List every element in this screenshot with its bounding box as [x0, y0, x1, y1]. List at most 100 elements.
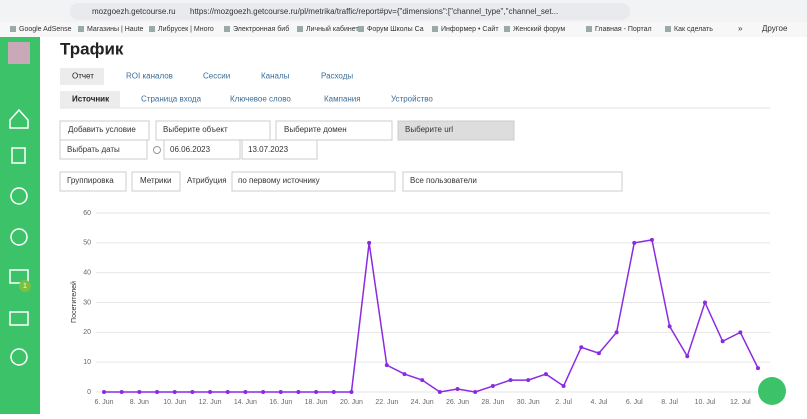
data-point — [190, 390, 195, 394]
data-point — [402, 372, 407, 377]
subtab[interactable]: Источник — [72, 95, 110, 104]
subtab[interactable]: Страница входа — [141, 95, 202, 104]
tab[interactable]: Отчет — [72, 72, 94, 81]
badge-count: 1 — [23, 283, 27, 290]
bookmark-icon — [297, 26, 303, 32]
bookmark-icon — [358, 26, 364, 32]
chat-button[interactable] — [758, 377, 786, 405]
data-point — [331, 390, 336, 394]
date-from[interactable] — [163, 139, 241, 160]
mail-icon[interactable] — [9, 269, 29, 284]
bookmark-icon — [504, 26, 510, 32]
series-line — [104, 238, 759, 393]
date-to[interactable] — [241, 139, 318, 160]
bookmark[interactable]: Электронная биб — [233, 25, 289, 33]
check-icon[interactable] — [10, 228, 28, 246]
data-point — [102, 390, 106, 394]
x-tick-label: 2. Jul — [555, 399, 572, 406]
bookmark[interactable]: Либрусек | Много — [158, 25, 214, 33]
y-tick-label: 40 — [83, 270, 91, 277]
url-select[interactable] — [397, 120, 515, 141]
x-tick-label: 6. Jul — [626, 399, 643, 406]
data-point — [296, 390, 301, 394]
data-point — [137, 390, 142, 394]
tab[interactable]: Сессии — [203, 72, 230, 81]
clock-icon — [153, 146, 161, 154]
data-point — [473, 390, 478, 394]
x-tick-label: 26. Jun — [446, 399, 469, 406]
metrics-text: Метрики — [140, 176, 172, 185]
data-point — [225, 390, 230, 394]
subtab[interactable]: Кампания — [324, 95, 361, 104]
data-point — [720, 339, 725, 344]
x-tick-label: 8. Jun — [130, 399, 149, 406]
x-tick-label: 6. Jun — [94, 399, 113, 406]
bookmark[interactable]: Женский форум — [513, 25, 565, 33]
sidebar — [0, 37, 40, 414]
x-tick-label: 16. Jun — [269, 399, 292, 406]
x-tick-label: 18. Jun — [305, 399, 328, 406]
x-tick-label: 10. Jun — [163, 399, 186, 406]
y-axis-label: Посетителей — [70, 281, 78, 323]
users-select[interactable] — [402, 171, 623, 192]
data-point — [437, 390, 442, 394]
x-tick-label: 28. Jun — [481, 399, 504, 406]
subtab-active — [60, 91, 120, 108]
tab[interactable]: Расходы — [321, 72, 353, 81]
attribution-select[interactable] — [231, 171, 396, 192]
wallet-icon[interactable] — [9, 311, 29, 326]
bookmark-icon — [224, 26, 230, 32]
tab[interactable]: Каналы — [261, 72, 290, 81]
subtab[interactable]: Ключевое слово — [230, 95, 291, 104]
data-point — [667, 324, 672, 329]
y-tick-label: 10 — [83, 359, 91, 366]
bookmarks-other[interactable]: Другое — [762, 24, 788, 33]
y-tick-label: 50 — [83, 240, 91, 247]
data-point — [243, 390, 248, 394]
bookmark[interactable]: Личный кабинет — [306, 25, 359, 33]
grouping-button[interactable] — [59, 171, 127, 192]
host: mozgoezh.getcourse.ru — [92, 7, 176, 16]
avatar[interactable] — [8, 42, 30, 64]
url: https://mozgoezh.getcourse.ru/pl/metrika… — [190, 7, 558, 16]
data-point — [756, 366, 760, 371]
data-point — [208, 390, 213, 394]
subtab[interactable]: Устройство — [391, 95, 433, 104]
bookmark[interactable]: Как сделать — [674, 26, 713, 33]
dates-select[interactable] — [59, 139, 148, 160]
address-bar[interactable] — [70, 3, 630, 20]
attribution-select-text: по первому источнику — [238, 176, 320, 185]
x-tick-label: 10. Jul — [695, 399, 716, 406]
book-icon[interactable] — [11, 147, 26, 164]
data-point — [738, 330, 743, 335]
object-select-text: Выберите объект — [163, 125, 228, 134]
add-condition-text: Добавить условие — [68, 125, 136, 134]
url-select-text: Выберите url — [405, 125, 453, 134]
domain-select[interactable] — [275, 120, 393, 141]
data-point — [119, 390, 124, 394]
x-tick-label: 24. Jun — [411, 399, 434, 406]
bookmark[interactable]: Информер • Сайт — [441, 25, 499, 33]
bookmark[interactable]: Магазины | Haute — [87, 26, 144, 33]
bookmark[interactable]: Главная - Портал — [595, 26, 652, 33]
home-icon[interactable] — [9, 108, 29, 129]
bookmark[interactable]: Форум Школы Са — [367, 26, 424, 33]
data-point — [384, 363, 389, 368]
bookmark[interactable]: Google AdSense — [19, 26, 72, 33]
data-point — [561, 384, 566, 389]
date-to-text: 13.07.2023 — [248, 145, 289, 154]
bookmarks-overflow[interactable]: » — [738, 24, 743, 33]
tab[interactable]: ROI каналов — [126, 72, 173, 81]
users-select-text: Все пользователи — [410, 176, 477, 185]
y-tick-label: 30 — [83, 299, 91, 306]
bookmark-icon — [665, 26, 671, 32]
support-icon[interactable] — [10, 348, 28, 366]
metrics-button[interactable] — [131, 171, 181, 192]
data-point — [632, 240, 637, 245]
attribution-label: Атрибуция — [187, 176, 227, 185]
data-point — [702, 300, 707, 305]
y-tick-label: 60 — [83, 210, 91, 217]
user-icon[interactable] — [10, 187, 28, 205]
